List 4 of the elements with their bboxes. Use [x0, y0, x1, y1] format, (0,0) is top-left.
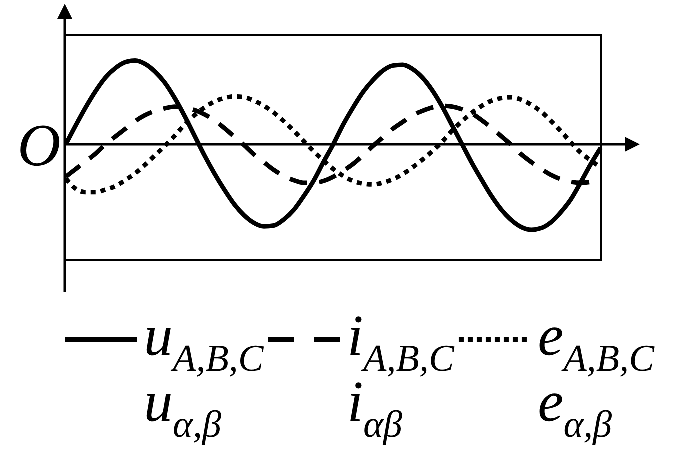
legend-label: i$_{A,B,C}$ i$_{αβ}$ [347, 303, 455, 446]
legend-label: e$_{A,B,C}$ e$_{α,β}$ [538, 303, 656, 446]
legend-label: u$_{A,B,C}$ u$_{α,β}$ [144, 303, 264, 446]
text: O [18, 112, 61, 178]
